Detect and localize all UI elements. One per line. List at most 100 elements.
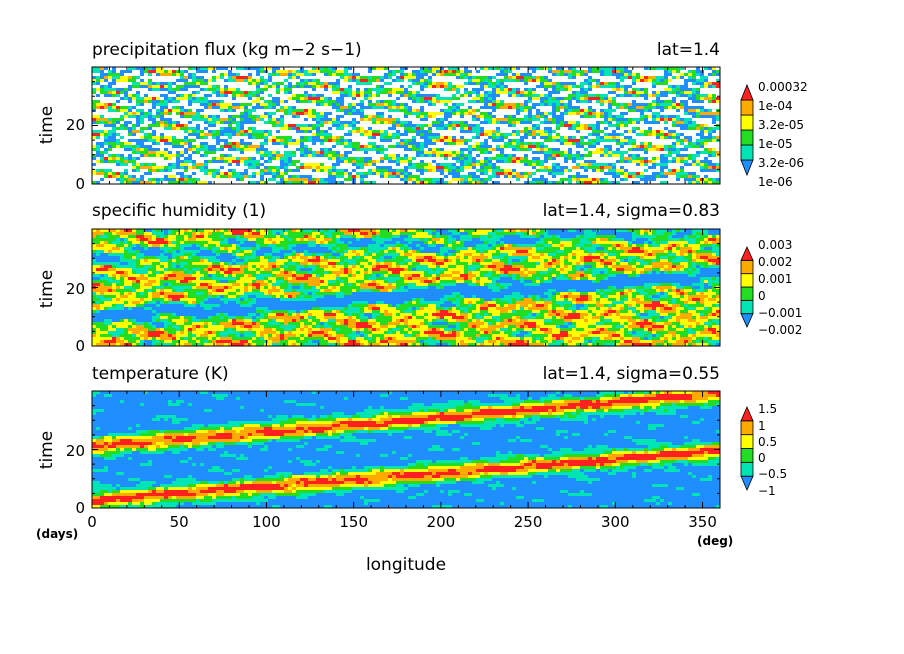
heatmap-cell <box>276 115 281 119</box>
heatmap-cell <box>604 76 609 80</box>
heatmap-cell <box>488 100 493 104</box>
heatmap-cell <box>664 136 669 140</box>
heatmap-cell <box>580 67 585 71</box>
heatmap-cell <box>160 121 165 125</box>
heatmap-cell <box>380 76 385 80</box>
heatmap-cell <box>188 103 193 107</box>
heatmap-cell <box>448 79 453 83</box>
heatmap-cell <box>224 112 229 116</box>
heatmap-cell <box>620 82 625 86</box>
heatmap-cell <box>204 139 209 143</box>
heatmap-cell <box>712 112 717 116</box>
heatmap-cell <box>224 130 229 134</box>
heatmap-cell <box>596 145 601 149</box>
heatmap-cell <box>596 91 601 95</box>
heatmap-cell <box>276 142 281 146</box>
heatmap-cell <box>340 118 345 122</box>
heatmap-cell <box>440 70 445 74</box>
heatmap-cell <box>380 91 385 95</box>
heatmap-cell <box>712 97 717 101</box>
heatmap-cell <box>268 112 273 116</box>
heatmap-cell <box>636 133 641 137</box>
heatmap-cell <box>264 151 269 155</box>
heatmap-cell <box>376 103 381 107</box>
heatmap-cell <box>124 148 129 152</box>
heatmap-cell <box>644 112 649 116</box>
heatmap-cell <box>472 76 477 80</box>
heatmap-cell <box>652 118 657 122</box>
heatmap-cell <box>336 91 341 95</box>
heatmap-cell <box>268 70 273 74</box>
heatmap-cell <box>628 139 633 143</box>
heatmap-cell <box>340 151 345 155</box>
heatmap-cell <box>208 160 213 164</box>
heatmap-cell <box>132 115 137 119</box>
heatmap-cell <box>352 118 357 122</box>
heatmap-cell <box>348 97 353 101</box>
heatmap-cell <box>240 79 245 83</box>
heatmap-cell <box>512 97 517 101</box>
heatmap-cell <box>104 157 109 161</box>
heatmap-cell <box>212 100 217 104</box>
heatmap-cell <box>392 124 397 128</box>
heatmap-cell <box>540 82 545 86</box>
heatmap-cell <box>104 91 109 95</box>
heatmap-cell <box>536 124 541 128</box>
heatmap-cell <box>236 127 241 131</box>
heatmap-cell <box>588 85 593 89</box>
heatmap-cell <box>248 97 253 101</box>
heatmap-cell <box>500 76 505 80</box>
heatmap-cell <box>648 121 653 125</box>
heatmap-cell <box>460 100 465 104</box>
heatmap-cell <box>608 94 613 98</box>
heatmap-cell <box>188 91 193 95</box>
heatmap-cell <box>504 76 509 80</box>
heatmap-cell <box>432 133 437 137</box>
heatmap-cell <box>272 73 277 77</box>
heatmap-cell <box>264 148 269 152</box>
heatmap-cell <box>256 85 261 89</box>
heatmap-cell <box>268 91 273 95</box>
heatmap-cell <box>424 85 429 89</box>
heatmap-cell <box>376 73 381 77</box>
heatmap-cell <box>476 112 481 116</box>
heatmap-cell <box>484 82 489 86</box>
heatmap-cell <box>172 142 177 146</box>
heatmap-cell <box>480 112 485 116</box>
heatmap-cell <box>344 112 349 116</box>
heatmap-cell <box>372 73 377 77</box>
heatmap-cell <box>232 130 237 134</box>
heatmap-cell <box>400 133 405 137</box>
heatmap-cell <box>204 127 209 131</box>
heatmap-cell <box>684 85 689 89</box>
heatmap-cell <box>672 106 677 110</box>
heatmap-cell <box>608 118 613 122</box>
heatmap-cell <box>340 70 345 74</box>
heatmap-cell <box>488 82 493 86</box>
heatmap-cell <box>104 79 109 83</box>
heatmap-cell <box>112 85 117 89</box>
heatmap-cell <box>344 88 349 92</box>
heatmap-cell <box>168 148 173 152</box>
heatmap-cell <box>576 118 581 122</box>
heatmap-cell <box>408 106 413 110</box>
heatmap-cell <box>272 100 277 104</box>
heatmap-cell <box>460 88 465 92</box>
heatmap-cell <box>508 106 513 110</box>
heatmap-cell <box>516 70 521 74</box>
heatmap-cell <box>512 139 517 143</box>
heatmap-cell <box>616 88 621 92</box>
heatmap-cell <box>312 145 317 149</box>
heatmap-cell <box>112 73 117 77</box>
heatmap-cell <box>640 115 645 119</box>
heatmap-cell <box>576 79 581 83</box>
heatmap-cell <box>100 103 105 107</box>
heatmap-cell <box>548 151 553 155</box>
heatmap-cell <box>608 67 613 71</box>
heatmap-cell <box>544 136 549 140</box>
heatmap-cell <box>284 79 289 83</box>
heatmap-cell <box>540 151 545 155</box>
heatmap-cell <box>276 151 281 155</box>
heatmap-cell <box>576 124 581 128</box>
heatmap-cell <box>500 73 505 77</box>
